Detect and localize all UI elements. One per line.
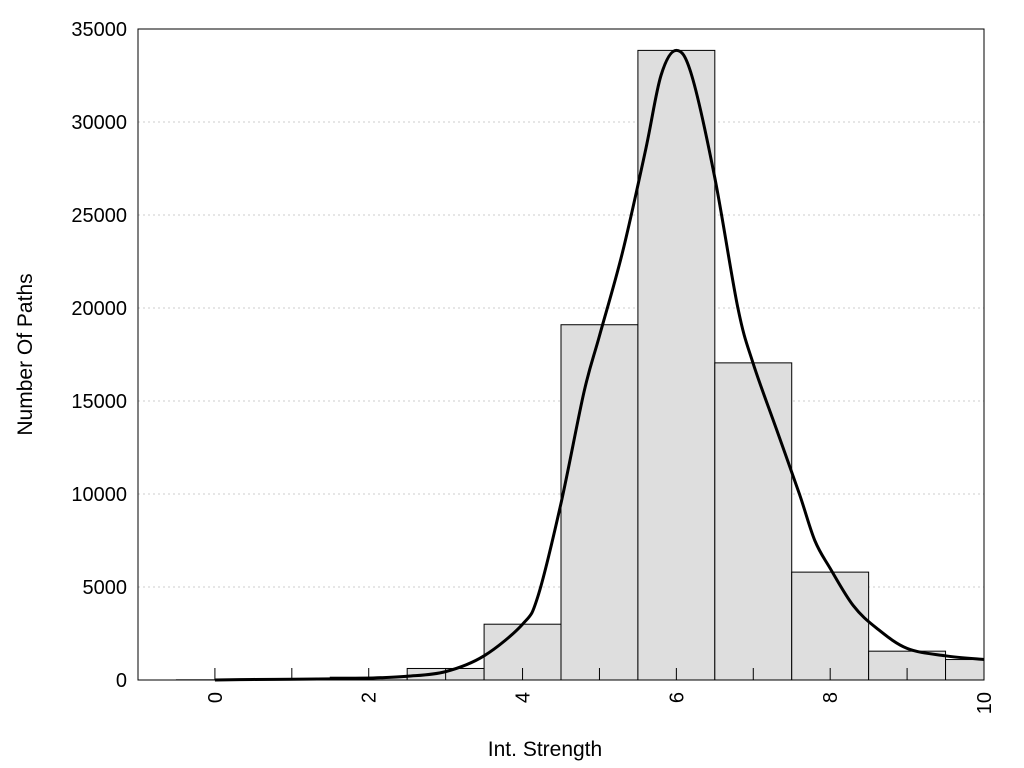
- x-tick-label: 0: [205, 692, 227, 703]
- density-curve-layer: [214, 48, 985, 682]
- y-tick-label: 0: [116, 670, 127, 692]
- x-tick-label: 10: [974, 692, 996, 714]
- histogram-bar: [945, 659, 985, 681]
- histogram-bar: [637, 49, 716, 681]
- y-tick-label: 20000: [71, 298, 127, 320]
- y-tick-label: 5000: [83, 577, 128, 599]
- histogram-bar: [791, 571, 870, 681]
- y-tick-label: 15000: [71, 391, 127, 413]
- x-tick-label: 2: [359, 692, 381, 703]
- x-tick-label: 4: [513, 692, 535, 703]
- y-axis-title: Number Of Paths: [14, 273, 37, 435]
- histogram-bar: [560, 324, 639, 681]
- y-tick-label: 35000: [71, 19, 127, 41]
- y-tick-labels: 0 5000 10000 15000 20000 25000 30000 35000: [71, 19, 127, 692]
- y-tick-label: 10000: [71, 484, 127, 506]
- y-tick-label: 25000: [71, 205, 127, 227]
- x-tick-label: 8: [820, 692, 842, 703]
- y-tick-label: 30000: [71, 112, 127, 134]
- histogram-bar: [714, 362, 793, 681]
- plot-frame: [137, 28, 985, 681]
- x-tick-labels: 0 2 4 6 8 10: [205, 692, 996, 714]
- x-axis-title: Int. Strength: [488, 738, 602, 761]
- density-curve: [214, 48, 985, 682]
- x-tick-label: 6: [666, 692, 688, 703]
- histogram-bars: [175, 49, 985, 681]
